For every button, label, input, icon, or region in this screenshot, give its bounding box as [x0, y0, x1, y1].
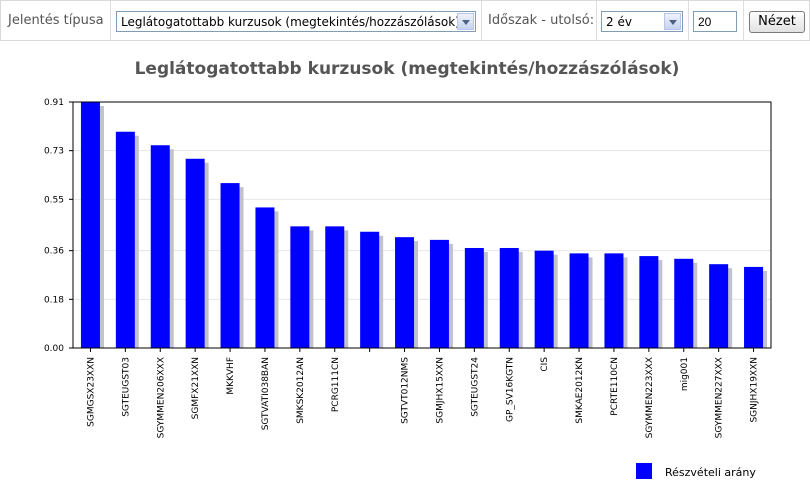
bar	[185, 158, 205, 348]
y-axis: 0.00 0.18 0.36 0.55 0.73 0.91	[44, 98, 73, 354]
x-tick-label: SGTVATI038BAN	[261, 357, 271, 430]
x-tick-label: mig001	[680, 357, 690, 391]
x-tick-label: SGMJHX15XXN	[435, 357, 445, 424]
x-tick-label: GP_SV16KGTN	[505, 357, 515, 422]
x-tick-label: CIS	[540, 357, 550, 372]
report-toolbar: Jelentés típusa Leglátogatottabb kurzuso…	[0, 0, 810, 41]
grid-lines	[73, 101, 771, 349]
bar	[499, 247, 519, 348]
legend-swatch	[636, 463, 652, 479]
chart-title: Leglátogatottabb kurzusok (megtekintés/h…	[135, 59, 680, 79]
x-tick-label: SMKAE2012KN	[575, 357, 585, 424]
bar	[395, 237, 415, 348]
period-value: 2 év	[606, 15, 632, 29]
x-tick-label: SGMFX21XXN	[191, 357, 201, 419]
plot-frame	[72, 101, 772, 349]
bar	[639, 256, 659, 348]
period-select[interactable]: 2 év	[601, 11, 683, 32]
x-axis: SGMGSX23XXN SGTEUGST03 SGYMMEN206XXX SGMFX2…	[86, 348, 760, 438]
legend: Részvételi arány	[636, 463, 756, 479]
bar-series	[80, 102, 768, 348]
bar	[534, 250, 554, 348]
x-tick-label: SGNJHX19XXN	[750, 357, 760, 423]
bar	[604, 253, 624, 348]
x-tick-label: PCRG111CN	[331, 357, 341, 412]
bar	[569, 253, 589, 348]
view-button[interactable]: Nézet	[749, 11, 805, 33]
report-type-label: Jelentés típusa	[8, 13, 104, 28]
bar	[80, 102, 100, 348]
chevron-down-icon[interactable]	[457, 13, 474, 30]
report-type-select[interactable]: Leglátogatottabb kurzusok (megtekintés/h…	[116, 11, 476, 32]
x-tick-label: MKKVHF	[226, 357, 236, 395]
x-tick-label: SGTEUGST03	[121, 357, 131, 417]
period-label: Időszak - utolsó:	[488, 13, 595, 28]
bar	[674, 258, 694, 348]
y-tick-label: 0.00	[44, 344, 64, 354]
bar	[744, 266, 764, 348]
x-tick-label: SGTVT012NMS	[401, 357, 411, 424]
bar	[255, 207, 275, 348]
x-tick-label: SGYMMEN206XXX	[156, 357, 166, 438]
bar-chart: Leglátogatottabb kurzusok (megtekintés/h…	[44, 59, 772, 479]
bar	[115, 131, 135, 348]
bar	[290, 226, 310, 348]
y-tick-label: 0.73	[44, 147, 64, 157]
toolbar-divider	[743, 1, 744, 40]
bar	[220, 183, 240, 348]
bar	[150, 145, 170, 348]
chevron-down-icon[interactable]	[664, 13, 681, 30]
y-tick-label: 0.36	[44, 247, 64, 257]
y-tick-label: 0.55	[44, 195, 64, 205]
y-tick-label: 0.18	[44, 295, 64, 305]
x-tick-label: PCRTE110CN	[610, 357, 620, 416]
toolbar-divider	[110, 1, 111, 40]
report-type-value: Leglátogatottabb kurzusok (megtekintés/h…	[121, 15, 460, 29]
x-tick-label: SGYMMEN223XXX	[645, 357, 655, 438]
x-tick-label: SGYMMEN227XXX	[715, 357, 725, 438]
bar	[709, 264, 729, 348]
bar	[429, 239, 449, 348]
toolbar-divider	[688, 1, 689, 40]
bar	[360, 231, 380, 348]
legend-label: Részvételi arány	[665, 466, 756, 479]
bar	[325, 226, 345, 348]
bar	[464, 247, 484, 348]
toolbar-divider	[481, 1, 482, 40]
x-tick-label: SGMGSX23XXN	[86, 357, 96, 427]
x-tick-label: SMKSK2012AN	[296, 357, 306, 424]
y-tick-label: 0.91	[44, 98, 64, 108]
toolbar-divider	[596, 1, 597, 40]
count-input[interactable]	[693, 11, 737, 32]
x-tick-label: SGTEUGST24	[470, 357, 480, 417]
